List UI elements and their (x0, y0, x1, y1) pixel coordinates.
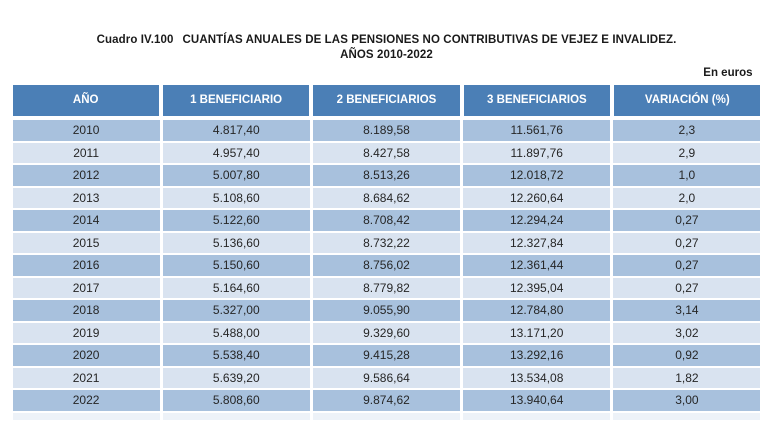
table-row: 2014 5.122,60 8.708,42 12.294,24 0,27 (12, 210, 761, 231)
year-cell: 2014 (12, 210, 160, 231)
value-cell: 5.136,60 (162, 232, 310, 253)
header-cell-3-beneficiaries: 3 BENEFICIARIOS (463, 85, 611, 116)
title-text: CUANTÍAS ANUALES DE LAS PENSIONES NO CON… (182, 34, 677, 46)
value-cell: 13.940,64 (463, 390, 611, 411)
year-cell: 2011 (12, 142, 160, 163)
value-cell: 5.108,60 (162, 187, 310, 208)
table-row: 2019 5.488,00 9.329,60 13.171,20 3,02 (12, 322, 761, 343)
variation-cell: 3,00 (613, 390, 761, 411)
value-cell: 8.779,82 (312, 277, 461, 298)
value-cell: 8.708,42 (312, 210, 461, 231)
value-cell: 9.874,62 (312, 390, 461, 411)
header-cell-1-beneficiary: 1 BENEFICIARIO (162, 85, 310, 116)
value-cell: 5.538,40 (162, 345, 310, 366)
table-row: 2016 5.150,60 8.756,02 12.361,44 0,27 (12, 255, 761, 276)
value-cell: 9.329,60 (312, 322, 461, 343)
table-row: 2010 4.817,40 8.189,58 11.561,76 2,3 (12, 120, 761, 141)
value-cell: 12.018,72 (463, 165, 611, 186)
variation-cell: 0,27 (613, 255, 761, 276)
value-cell: 12.260,64 (463, 187, 611, 208)
value-cell: 11.897,76 (463, 142, 611, 163)
table-row: 2021 5.639,20 9.586,64 13.534,08 1,82 (12, 367, 761, 388)
value-cell: 8.189,58 (312, 120, 461, 141)
value-cell: 13.534,08 (463, 367, 611, 388)
title-line-2: AÑOS 2010-2022 (340, 49, 433, 61)
strip-cell (463, 412, 611, 420)
value-cell: 8.513,26 (312, 165, 461, 186)
value-cell: 4.817,40 (162, 120, 310, 141)
year-cell: 2013 (12, 187, 160, 208)
year-cell: 2020 (12, 345, 160, 366)
value-cell: 5.488,00 (162, 322, 310, 343)
value-cell: 12.294,24 (463, 210, 611, 231)
header-cell-2-beneficiaries: 2 BENEFICIARIOS (313, 85, 460, 116)
variation-cell: 1,0 (613, 165, 761, 186)
table-header-row: AÑO 1 BENEFICIARIO 2 BENEFICIARIOS 3 BEN… (12, 85, 761, 116)
variation-cell: 2,9 (613, 142, 761, 163)
variation-cell: 0,92 (613, 345, 761, 366)
value-cell: 12.327,84 (463, 232, 611, 253)
variation-cell: 3,14 (613, 300, 761, 321)
document-title: Cuadro IV.100 CUANTÍAS ANUALES DE LAS PEN… (0, 0, 773, 63)
value-cell: 9.055,90 (312, 300, 461, 321)
value-cell: 9.415,28 (312, 345, 461, 366)
table-row: 2012 5.007,80 8.513,26 12.018,72 1,0 (12, 165, 761, 186)
table-row: 2020 5.538,40 9.415,28 13.292,16 0,92 (12, 345, 761, 366)
unit-label: En euros (703, 67, 753, 79)
table-bottom-strip (12, 412, 761, 420)
year-cell: 2022 (12, 390, 160, 411)
strip-cell (12, 412, 160, 420)
variation-cell: 0,27 (613, 232, 761, 253)
variation-cell: 0,27 (613, 277, 761, 298)
table-row: 2022 5.808,60 9.874,62 13.940,64 3,00 (12, 390, 761, 411)
year-cell: 2021 (12, 367, 160, 388)
value-cell: 9.586,64 (312, 367, 461, 388)
year-cell: 2018 (12, 300, 160, 321)
variation-cell: 2,0 (613, 187, 761, 208)
variation-cell: 3,02 (613, 322, 761, 343)
value-cell: 11.561,76 (463, 120, 611, 141)
year-cell: 2016 (12, 255, 160, 276)
strip-cell (312, 412, 461, 420)
value-cell: 8.684,62 (312, 187, 461, 208)
title-line-1: Cuadro IV.100 CUANTÍAS ANUALES DE LAS PEN… (0, 33, 773, 48)
year-cell: 2019 (12, 322, 160, 343)
header-cell-variation: VARIACIÓN (%) (614, 85, 761, 116)
variation-cell: 2,3 (613, 120, 761, 141)
value-cell: 5.639,20 (162, 367, 310, 388)
value-cell: 8.756,02 (312, 255, 461, 276)
table-number-label: Cuadro IV.100 (96, 34, 174, 46)
value-cell: 5.327,00 (162, 300, 310, 321)
value-cell: 5.122,60 (162, 210, 310, 231)
table-row: 2011 4.957,40 8.427,58 11.897,76 2,9 (12, 142, 761, 163)
table-row: 2015 5.136,60 8.732,22 12.327,84 0,27 (12, 232, 761, 253)
table-row: 2017 5.164,60 8.779,82 12.395,04 0,27 (12, 277, 761, 298)
year-cell: 2010 (12, 120, 160, 141)
table-row: 2018 5.327,00 9.055,90 12.784,80 3,14 (12, 300, 761, 321)
value-cell: 8.732,22 (312, 232, 461, 253)
strip-cell (613, 412, 761, 420)
strip-cell (162, 412, 310, 420)
year-cell: 2012 (12, 165, 160, 186)
year-cell: 2017 (12, 277, 160, 298)
value-cell: 5.164,60 (162, 277, 310, 298)
table-row: 2013 5.108,60 8.684,62 12.260,64 2,0 (12, 187, 761, 208)
year-cell: 2015 (12, 232, 160, 253)
value-cell: 5.007,80 (162, 165, 310, 186)
header-cell-year: AÑO (12, 85, 159, 116)
value-cell: 5.808,60 (162, 390, 310, 411)
value-cell: 8.427,58 (312, 142, 461, 163)
value-cell: 12.361,44 (463, 255, 611, 276)
value-cell: 4.957,40 (162, 142, 310, 163)
value-cell: 5.150,60 (162, 255, 310, 276)
value-cell: 12.784,80 (463, 300, 611, 321)
pension-table: AÑO 1 BENEFICIARIO 2 BENEFICIARIOS 3 BEN… (12, 85, 761, 420)
variation-cell: 1,82 (613, 367, 761, 388)
value-cell: 13.292,16 (463, 345, 611, 366)
value-cell: 12.395,04 (463, 277, 611, 298)
value-cell: 13.171,20 (463, 322, 611, 343)
variation-cell: 0,27 (613, 210, 761, 231)
